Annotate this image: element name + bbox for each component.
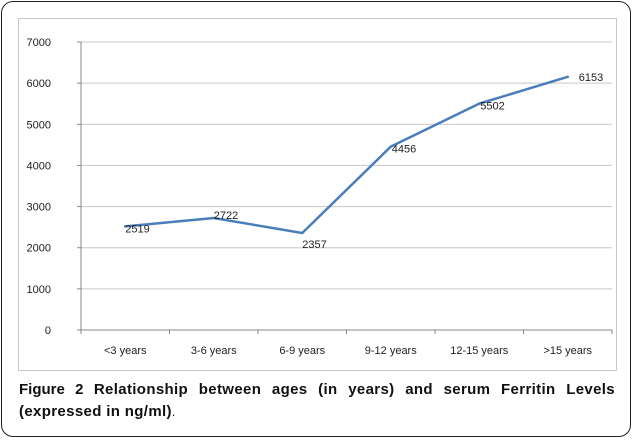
data-label: 2519 bbox=[125, 223, 149, 235]
y-tick-label: 3000 bbox=[27, 202, 51, 214]
data-label: 5502 bbox=[480, 101, 504, 113]
chart-area: 0 1000 2000 3000 4000 5000 6000 7000 <3 years 3-6… bbox=[18, 18, 617, 371]
y-tick-label: 1000 bbox=[27, 284, 51, 296]
data-point bbox=[212, 216, 215, 220]
x-tick-label: >15 years bbox=[543, 345, 592, 357]
y-tick-label: 2000 bbox=[27, 243, 51, 255]
y-tick-label: 5000 bbox=[27, 119, 51, 131]
figure-caption-text: Relationship between ages (in years) and… bbox=[19, 381, 615, 420]
line-chart: 0 1000 2000 3000 4000 5000 6000 7000 <3 years 3-6… bbox=[27, 37, 613, 357]
y-tick-label: 4000 bbox=[27, 160, 51, 172]
data-point bbox=[301, 231, 304, 235]
y-tick-label: 0 bbox=[45, 325, 51, 337]
y-tick-label: 7000 bbox=[27, 37, 51, 49]
data-point bbox=[389, 145, 392, 148]
data-label: 4456 bbox=[392, 144, 416, 156]
figure-caption-period: . bbox=[171, 405, 176, 419]
figure-label: Figure 2 bbox=[19, 381, 84, 398]
data-point bbox=[124, 225, 127, 228]
x-tick-label: 9-12 years bbox=[365, 345, 417, 357]
y-tick-label: 6000 bbox=[27, 78, 51, 90]
x-tick-label: 3-6 years bbox=[191, 345, 237, 357]
x-tick-label: 6-9 years bbox=[279, 345, 325, 357]
series-line bbox=[124, 75, 569, 235]
data-point bbox=[566, 75, 569, 79]
data-label: 6153 bbox=[579, 72, 603, 84]
data-label: 2357 bbox=[302, 239, 326, 251]
x-tick-label: <3 years bbox=[104, 345, 147, 357]
figure-caption: Figure 2 Relationship between ages (in y… bbox=[19, 379, 615, 423]
x-tick-label: 12-15 years bbox=[450, 345, 509, 357]
data-point bbox=[478, 102, 481, 105]
data-label: 2722 bbox=[214, 210, 238, 222]
